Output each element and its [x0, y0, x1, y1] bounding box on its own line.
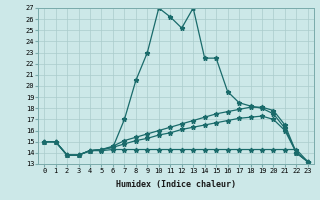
X-axis label: Humidex (Indice chaleur): Humidex (Indice chaleur): [116, 180, 236, 189]
